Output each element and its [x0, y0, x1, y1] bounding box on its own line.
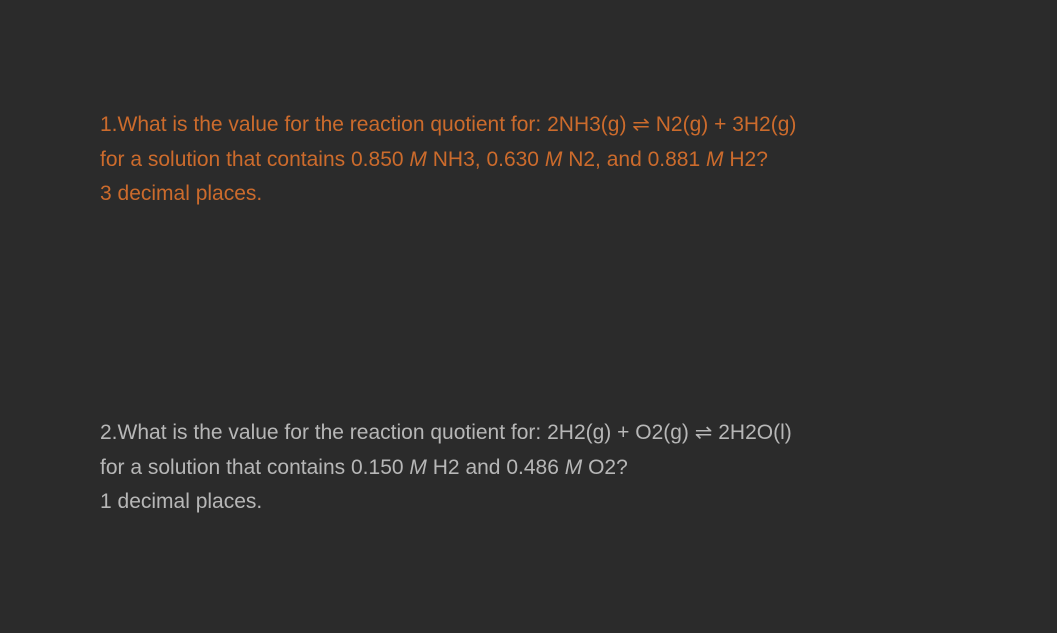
q2-equation-rhs: 2H2O(l)	[718, 421, 792, 444]
q2-prompt-prefix: What is the value for the reaction quoti…	[118, 421, 548, 444]
q2-conc2-value: 0.486	[506, 456, 559, 479]
question-1: 1.What is the value for the reaction quo…	[100, 108, 980, 212]
q1-prompt-prefix: What is the value for the reaction quoti…	[118, 113, 548, 136]
q1-equation-rhs: N2(g) + 3H2(g)	[656, 113, 797, 136]
q1-sep2: , and	[595, 148, 648, 171]
q2-number: 2.	[100, 421, 118, 444]
q1-sep1: ,	[475, 148, 487, 171]
molar-symbol: M	[409, 148, 427, 171]
document-canvas: 1.What is the value for the reaction quo…	[0, 0, 1057, 633]
q2-solution-prefix: for a solution that contains	[100, 456, 351, 479]
question-2-precision: 1 decimal places.	[100, 485, 980, 520]
equilibrium-icon: ⇌	[695, 421, 713, 444]
molar-symbol: M	[545, 148, 563, 171]
q1-conc1-species: NH3	[433, 148, 475, 171]
q1-equation-lhs: 2NH3(g)	[547, 113, 626, 136]
q1-conc2-value: 0.630	[486, 148, 539, 171]
plus-icon: +	[617, 421, 629, 444]
q1-number: 1.	[100, 113, 118, 136]
q1-conc3-species: H2	[729, 148, 756, 171]
question-2-line-1: 2.What is the value for the reaction quo…	[100, 416, 980, 451]
question-1-precision: 3 decimal places.	[100, 177, 980, 212]
q2-solution-suffix: ?	[616, 456, 628, 479]
question-2-line-2: for a solution that contains 0.150 M H2 …	[100, 451, 980, 486]
question-2: 2.What is the value for the reaction quo…	[100, 416, 980, 520]
q2-conc1-species: H2	[433, 456, 460, 479]
q1-conc2-species: N2	[568, 148, 595, 171]
q2-equation-lhs: 2H2(g)	[547, 421, 611, 444]
q2-equation-mid: O2(g)	[635, 421, 689, 444]
q1-solution-prefix: for a solution that contains	[100, 148, 351, 171]
q2-conc2-species: O2	[588, 456, 616, 479]
molar-symbol: M	[706, 148, 724, 171]
molar-symbol: M	[409, 456, 427, 479]
q1-conc3-value: 0.881	[648, 148, 701, 171]
q2-conc1-value: 0.150	[351, 456, 404, 479]
molar-symbol: M	[565, 456, 583, 479]
question-1-line-2: for a solution that contains 0.850 M NH3…	[100, 143, 980, 178]
equilibrium-icon: ⇌	[632, 113, 650, 136]
q1-solution-suffix: ?	[756, 148, 768, 171]
q1-conc1-value: 0.850	[351, 148, 404, 171]
q2-sep1: and	[460, 456, 507, 479]
question-1-line-1: 1.What is the value for the reaction quo…	[100, 108, 980, 143]
